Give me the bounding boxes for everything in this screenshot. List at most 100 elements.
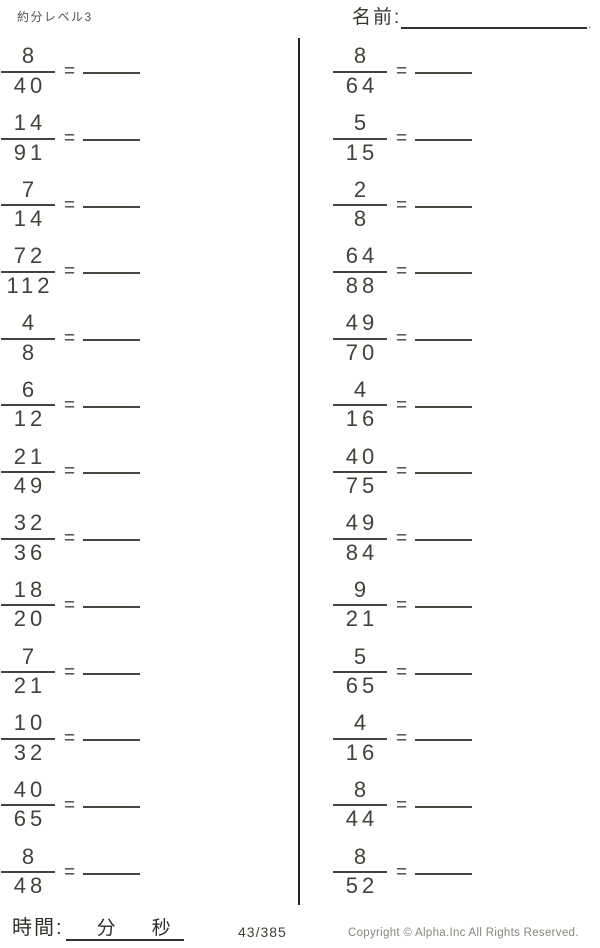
equals-sign: = [396, 61, 408, 83]
fraction-denominator: 88 [345, 272, 379, 298]
answer-blank-line [83, 139, 141, 142]
fraction-numerator: 7 [21, 643, 39, 669]
problem-row: 7 14 = [0, 171, 298, 238]
problem-row: 10 32 = [0, 705, 298, 772]
problem-row: 4 8 = [0, 305, 298, 372]
page-indicator: 43/385 [238, 924, 287, 940]
equals-sign: = [64, 594, 76, 616]
fraction-bar [333, 604, 387, 607]
fraction-bar [1, 537, 55, 540]
fraction-bar [1, 671, 55, 674]
problem-row: 5 15 = [300, 105, 598, 172]
minutes-label: 分 [96, 918, 116, 939]
equals-sign: = [396, 728, 408, 750]
fraction-bar [333, 337, 387, 340]
equals-sign: = [64, 261, 76, 283]
problem-row: 64 88 = [300, 238, 598, 305]
fraction: 32 36 [1, 510, 55, 565]
fraction-numerator: 8 [353, 843, 371, 869]
fraction: 18 20 [1, 576, 55, 632]
problem-row: 21 49 = [0, 438, 298, 505]
fraction-numerator: 5 [353, 643, 371, 669]
fraction-numerator: 8 [353, 776, 371, 802]
problem-row: 9 21 = [300, 572, 598, 639]
fraction-denominator: 65 [13, 806, 47, 832]
fraction: 8 64 [333, 44, 387, 98]
fraction-denominator: 14 [13, 206, 47, 232]
fraction: 8 52 [333, 843, 387, 898]
fraction-denominator: 12 [13, 406, 47, 432]
fraction-bar [333, 204, 387, 207]
equals-sign: = [64, 728, 76, 750]
fraction-denominator: 75 [345, 472, 379, 498]
answer-blank-line [83, 739, 141, 742]
fraction: 72 112 [1, 245, 55, 297]
fraction-denominator: 8 [353, 206, 371, 232]
answer-blank-line [83, 805, 141, 808]
answer-blank-line [415, 72, 473, 75]
fraction-numerator: 4 [353, 710, 371, 736]
equals-sign: = [396, 128, 408, 150]
fraction-numerator: 4 [21, 310, 39, 336]
fraction-bar [1, 70, 55, 73]
fraction-bar [1, 204, 55, 207]
fraction-bar [333, 137, 387, 140]
problems-column-left: 8 40 = 14 91 = 7 14 = 72 112 = 4 8 = 6 12 = 21 49 = 32 36 = 18 20… [0, 38, 298, 905]
fraction: 49 84 [333, 511, 387, 565]
fraction-numerator: 72 [13, 243, 47, 269]
fraction-numerator: 21 [13, 443, 47, 469]
fraction: 5 15 [333, 111, 387, 164]
equals-sign: = [64, 128, 76, 150]
fraction-denominator: 65 [345, 673, 379, 699]
equals-sign: = [396, 328, 408, 350]
answer-blank-line [415, 339, 473, 342]
fraction-denominator: 84 [345, 539, 379, 565]
fraction-bar [333, 270, 387, 273]
problem-row: 40 65 = [0, 772, 298, 839]
fraction: 8 48 [1, 845, 55, 898]
fraction-numerator: 49 [345, 310, 379, 336]
fraction-numerator: 64 [345, 243, 379, 269]
answer-blank-line [415, 672, 473, 675]
worksheet-title: 約分レベル3 [17, 10, 93, 24]
answer-blank-line [415, 472, 473, 475]
fraction-denominator: 64 [345, 72, 379, 98]
fraction-numerator: 40 [345, 443, 379, 469]
problem-row: 14 91 = [0, 105, 298, 172]
fraction-bar [1, 871, 55, 874]
name-label: 名前: [352, 7, 402, 28]
fraction-numerator: 32 [13, 510, 47, 536]
equals-sign: = [396, 394, 408, 416]
time-fill-line: 分 秒 [65, 913, 184, 941]
equals-sign: = [64, 528, 76, 550]
fraction: 14 91 [1, 111, 55, 164]
fraction-bar [333, 871, 387, 874]
name-fill-line [401, 5, 588, 29]
problem-row: 72 112 = [0, 238, 298, 305]
fraction-bar [1, 470, 55, 473]
problem-row: 4 16 = [300, 371, 598, 438]
answer-blank-line [415, 605, 473, 608]
answer-blank-line [415, 539, 473, 542]
fraction-denominator: 16 [345, 406, 379, 432]
fraction: 40 75 [333, 443, 387, 498]
fraction-numerator: 18 [13, 576, 47, 602]
fraction-denominator: 36 [13, 539, 47, 565]
answer-blank-line [83, 672, 141, 675]
fraction-numerator: 4 [353, 376, 371, 402]
answer-blank-line [415, 872, 473, 875]
fraction-denominator: 20 [13, 606, 47, 632]
fraction-bar [333, 671, 387, 674]
problem-row: 8 40 = [0, 38, 298, 105]
answer-blank-line [83, 72, 141, 75]
equals-sign: = [396, 594, 408, 616]
time-label: 時間: [12, 917, 64, 939]
problem-row: 8 64 = [300, 38, 598, 105]
problem-row: 4 16 = [300, 705, 598, 772]
fraction-bar [1, 404, 55, 407]
problem-row: 8 44 = [300, 772, 598, 839]
fraction: 5 65 [333, 643, 387, 699]
answer-blank-line [83, 539, 141, 542]
